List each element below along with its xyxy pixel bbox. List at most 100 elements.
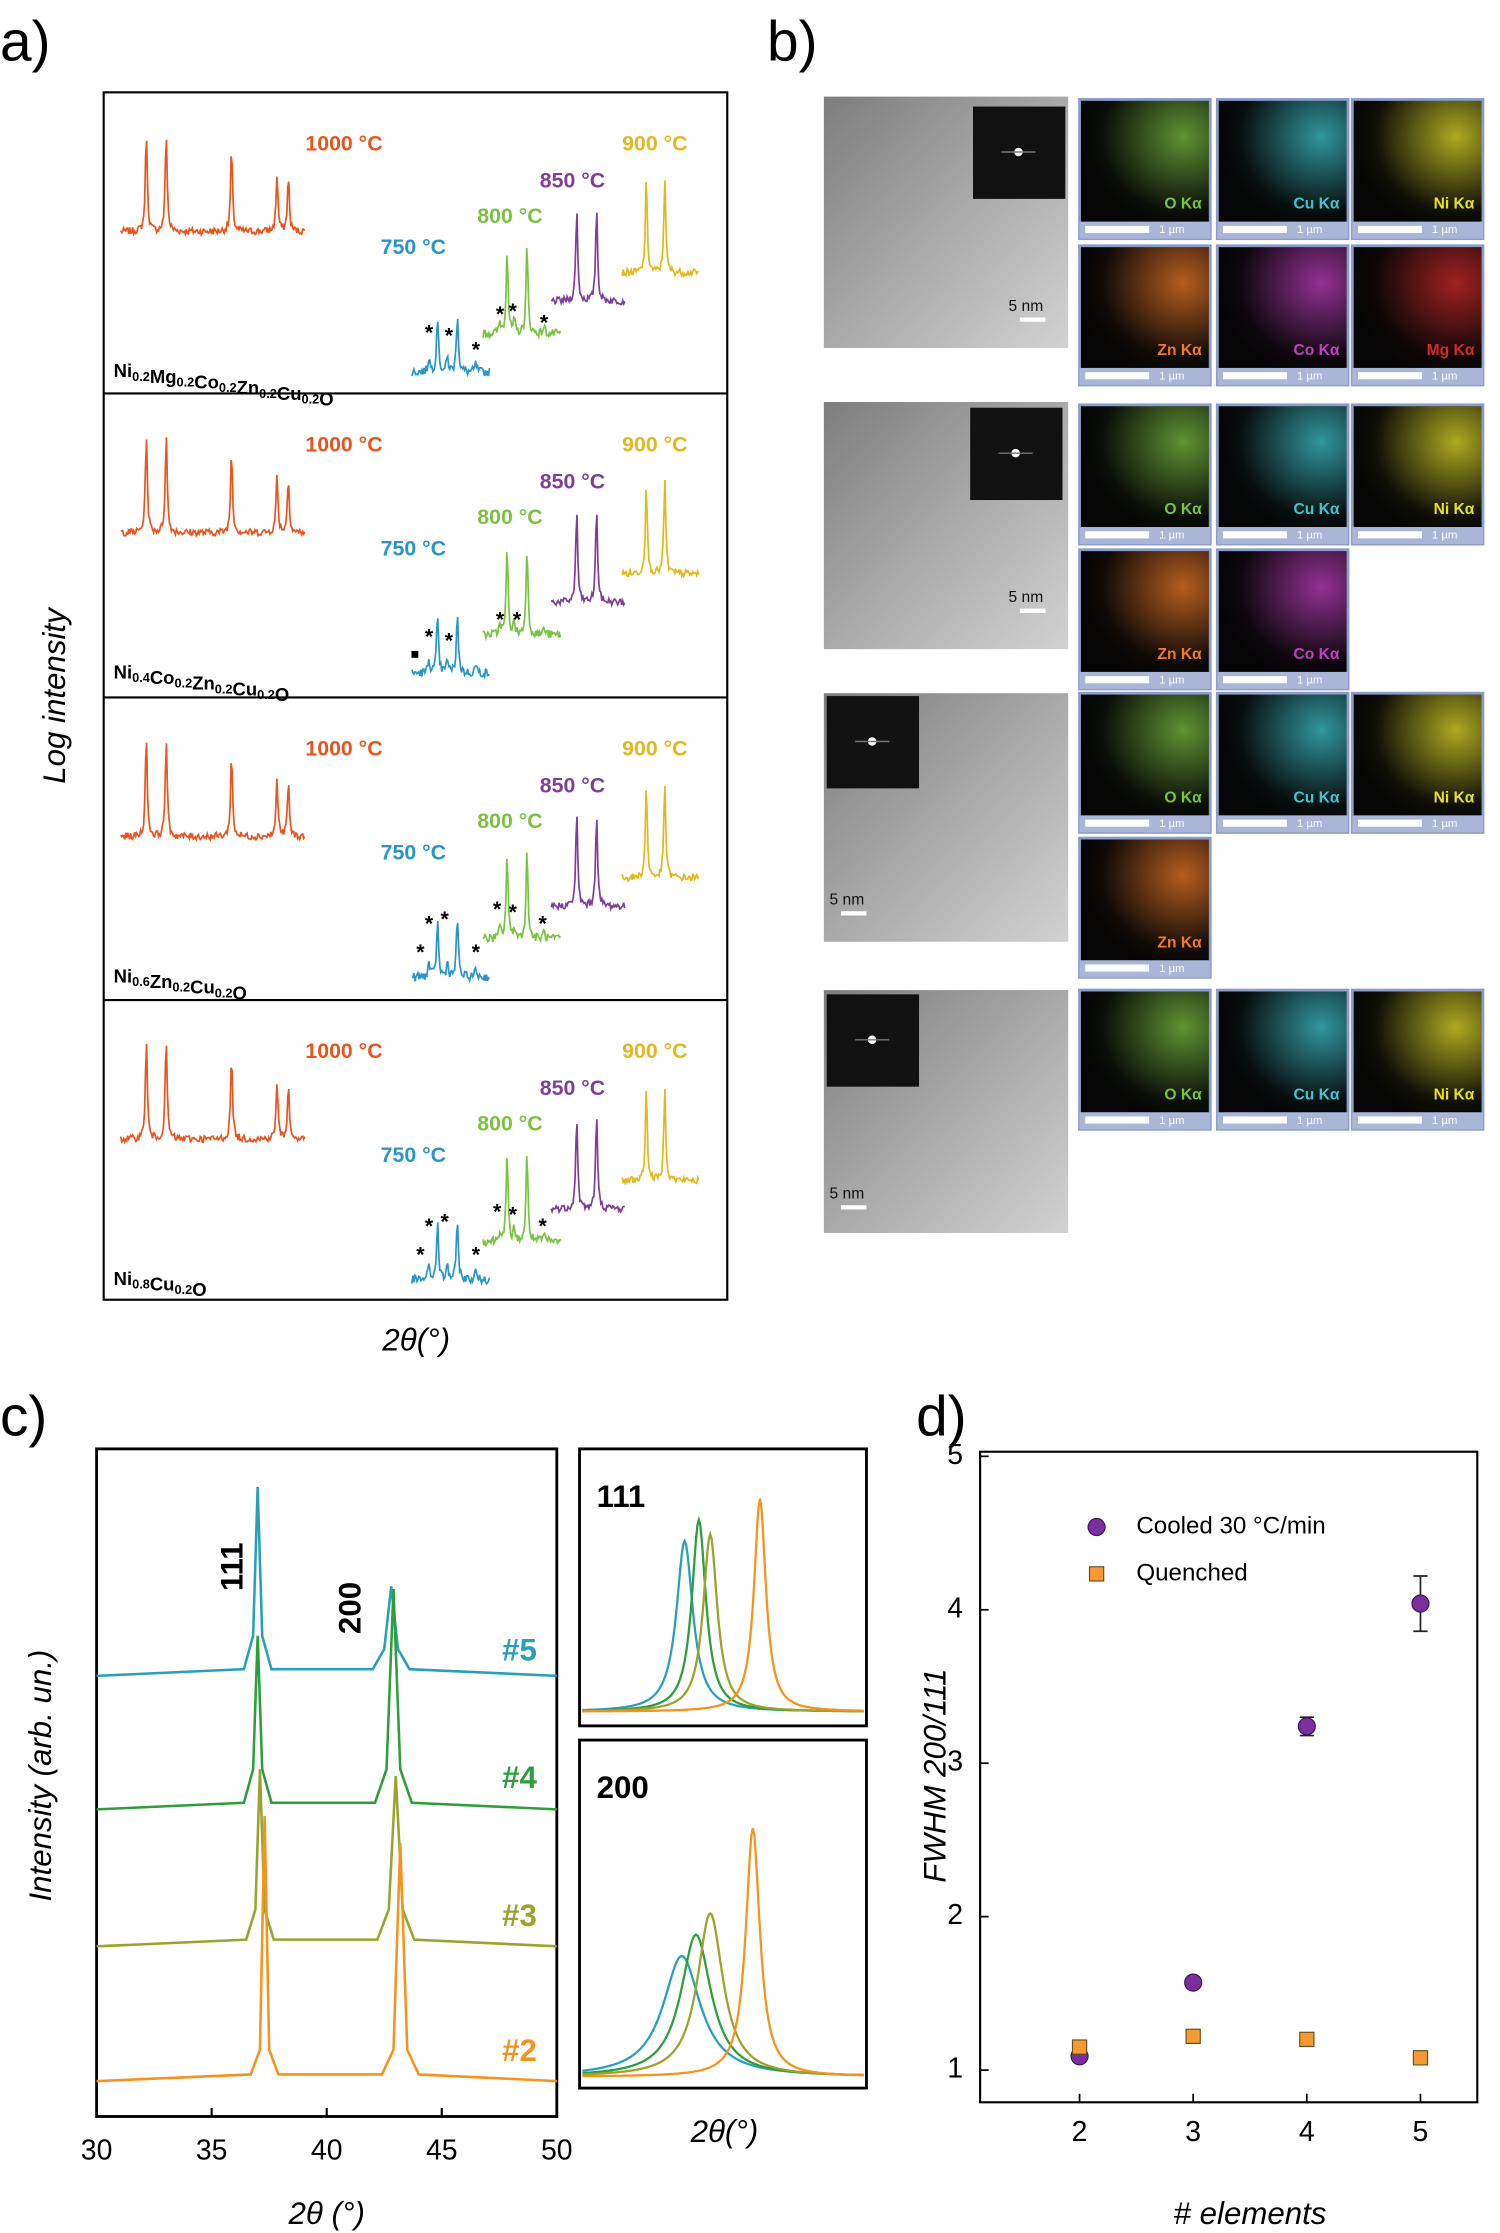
legend-marker	[1088, 1566, 1105, 1582]
spectrum-trace	[411, 616, 490, 681]
map-scale-bar	[1223, 531, 1287, 539]
temperature-label: 900 °C	[622, 1039, 687, 1063]
map-scale-label: 1 µm	[1159, 370, 1184, 382]
series-label: #5	[502, 1632, 537, 1667]
eds-signal	[1218, 406, 1347, 526]
map-scale-label: 1 µm	[1432, 530, 1457, 542]
x-axis-label: 2θ(°)	[381, 1323, 450, 1358]
spectrum-line	[96, 1769, 557, 1948]
map-scale-label: 1 µm	[1432, 224, 1457, 236]
map-scale-bar	[1357, 372, 1422, 380]
map-label: Cu Kα	[1293, 501, 1339, 518]
inset-curve	[582, 1827, 864, 2078]
temperature-label: 750 °C	[381, 840, 446, 864]
series-label: #4	[502, 1760, 537, 1795]
map-scale-label: 1 µm	[1297, 1115, 1322, 1127]
map-scale-label: 1 µm	[1432, 370, 1457, 382]
eds-signal	[1218, 247, 1347, 367]
spectrum-trace	[482, 552, 562, 642]
data-point	[1412, 2050, 1429, 2066]
temperature-label: 1000 °C	[305, 1039, 382, 1063]
x-tick-label: 45	[426, 2135, 458, 2167]
inset-curve	[582, 1530, 864, 1713]
temperature-label: 800 °C	[477, 505, 542, 529]
eds-signal	[1218, 694, 1347, 814]
x-tick-label: 5	[1413, 2116, 1429, 2148]
inset-label: 200	[597, 1770, 649, 1805]
eds-signal	[1353, 991, 1482, 1111]
map-label: Cu Kα	[1293, 196, 1339, 213]
phase-marker: *	[472, 338, 481, 362]
x-tick-label: 40	[311, 2135, 343, 2167]
eds-signal	[1080, 551, 1209, 671]
panel-label: c)	[0, 1385, 47, 1448]
plot-frame	[979, 1450, 1479, 2104]
annotation: 111	[215, 1542, 250, 1591]
annotation: 200	[333, 1582, 368, 1634]
temperature-label: 850 °C	[540, 1076, 605, 1100]
composition-label: Ni0.4Co0.2Zn0.2Cu0.2O	[114, 661, 290, 705]
map-scale-bar	[1085, 676, 1150, 684]
phase-marker: *	[540, 311, 549, 335]
phase-marker: *	[538, 911, 547, 935]
phase-marker: *	[425, 911, 434, 935]
eds-signal	[1080, 839, 1209, 959]
spectrum-trace	[120, 742, 306, 843]
temperature-label: 750 °C	[381, 235, 446, 259]
map-label: O Kα	[1164, 196, 1202, 213]
phase-marker: ■	[410, 647, 419, 663]
map-label: Ni Kα	[1434, 196, 1475, 213]
data-point	[1071, 2039, 1088, 2055]
map-scale-bar	[1223, 819, 1287, 827]
x-tick-label: 2	[1072, 2116, 1088, 2148]
phase-marker: *	[425, 624, 434, 648]
eds-signal	[1218, 991, 1347, 1111]
spectrum-trace	[482, 247, 562, 340]
phase-marker: *	[416, 940, 425, 964]
map-scale-bar	[1223, 372, 1287, 380]
map-scale-label: 1 µm	[1159, 963, 1184, 975]
map-scale-label: 1 µm	[1432, 1115, 1457, 1127]
data-point	[1184, 1973, 1203, 1992]
data-point	[1297, 1717, 1316, 1736]
phase-marker: *	[445, 323, 454, 347]
temperature-label: 1000 °C	[305, 433, 382, 457]
spectrum-trace	[550, 514, 626, 609]
scale-label: 5 nm	[830, 892, 865, 909]
map-scale-bar	[1223, 676, 1287, 684]
map-label: Zn Kα	[1157, 934, 1202, 951]
map-scale-label: 1 µm	[1297, 224, 1322, 236]
panel-label: b)	[767, 10, 818, 73]
composition-label: Ni0.6Zn0.2Cu0.2O	[114, 965, 247, 1003]
map-label: Zn Kα	[1157, 646, 1202, 663]
spectrum-trace	[411, 920, 491, 984]
spectrum-line	[96, 1816, 557, 2083]
spectrum-trace	[482, 852, 562, 944]
map-scale-bar	[1085, 819, 1150, 827]
map-label: Ni Kα	[1434, 789, 1475, 806]
panel-label: a)	[0, 10, 51, 73]
series-label: #2	[502, 2033, 537, 2068]
x-tick-label: 35	[196, 2135, 228, 2167]
spectrum-line	[96, 1486, 557, 1678]
inset-curve	[582, 1498, 864, 1713]
eds-signal	[1080, 406, 1209, 526]
spectrum-trace	[119, 1043, 306, 1145]
eds-signal	[1353, 406, 1482, 526]
temperature-label: 800 °C	[477, 809, 542, 833]
eds-signal	[1353, 694, 1482, 814]
y-tick-label: 3	[947, 1746, 963, 1778]
eds-signal	[1080, 991, 1209, 1111]
phase-marker: *	[513, 607, 522, 631]
temperature-label: 800 °C	[477, 1112, 542, 1136]
spectrum-trace	[119, 139, 306, 238]
spectrum-trace	[120, 437, 306, 539]
map-scale-bar	[1085, 225, 1150, 233]
scale-label: 5 nm	[1009, 298, 1044, 315]
phase-marker: *	[509, 299, 518, 323]
phase-marker: *	[496, 607, 505, 631]
spectrum-trace	[621, 479, 700, 580]
phase-marker: *	[425, 1214, 434, 1238]
phase-marker: *	[425, 320, 434, 344]
data-point	[1299, 2031, 1315, 2048]
